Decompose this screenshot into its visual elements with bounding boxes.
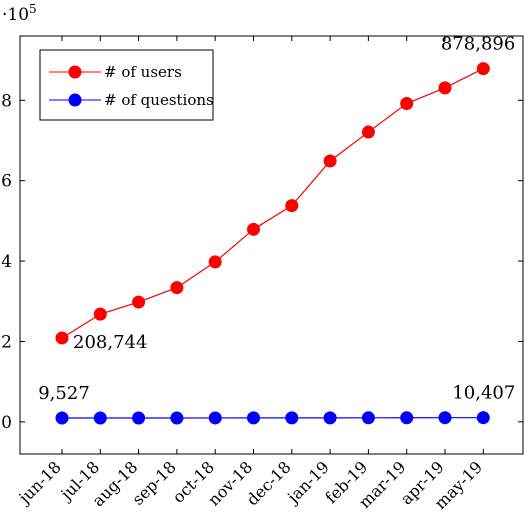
data-label: 878,896 — [441, 34, 515, 55]
legend-box — [39, 49, 214, 121]
data-point-0 — [247, 222, 260, 236]
data-point-0 — [361, 125, 375, 139]
data-point-0 — [132, 295, 146, 309]
y-multiplier-exponent: 5 — [29, 2, 37, 16]
legend-users-marker — [68, 65, 82, 79]
data-point-1 — [285, 411, 299, 425]
y-tick-label: 2 — [1, 332, 12, 352]
y-tick-label: 0 — [1, 413, 12, 433]
x-tick-label: jun-18 — [14, 457, 65, 508]
legend-users-label: # of users — [104, 63, 182, 81]
data-point-1 — [361, 411, 375, 425]
legend-questions-marker — [68, 93, 82, 107]
y-tick-label: 8 — [1, 91, 12, 111]
data-point-0 — [285, 199, 299, 213]
data-point-0 — [208, 255, 222, 269]
data-point-0 — [438, 81, 452, 95]
data-point-0 — [55, 331, 69, 345]
legend-questions-label: # of questions — [104, 91, 214, 109]
data-point-1 — [400, 411, 414, 425]
data-point-1 — [438, 411, 452, 425]
data-point-0 — [400, 97, 414, 111]
data-point-1 — [323, 411, 337, 425]
data-point-0 — [476, 62, 490, 76]
data-point-1 — [208, 411, 222, 425]
data-label: 9,527 — [38, 383, 90, 404]
y-tick-label: 4 — [1, 252, 12, 272]
data-point-1 — [247, 411, 260, 425]
data-point-1 — [476, 411, 490, 425]
data-point-1 — [170, 411, 184, 425]
data-label: 208,744 — [73, 332, 147, 353]
data-point-0 — [323, 154, 337, 168]
data-point-0 — [93, 307, 107, 321]
series-line-0 — [61, 68, 484, 339]
data-point-1 — [55, 411, 69, 425]
data-point-0 — [170, 281, 184, 295]
data-point-1 — [93, 411, 107, 425]
x-tick-label: sep-18 — [128, 457, 179, 508]
data-point-1 — [132, 411, 146, 425]
x-tick-label: jan-19 — [282, 457, 333, 508]
data-label: 10,407 — [452, 383, 515, 404]
plot-frame — [19, 35, 524, 455]
y-multiplier-label: ·105 — [2, 2, 37, 25]
legend: # of users # of questions — [39, 49, 214, 121]
y-tick-label: 6 — [1, 172, 12, 192]
